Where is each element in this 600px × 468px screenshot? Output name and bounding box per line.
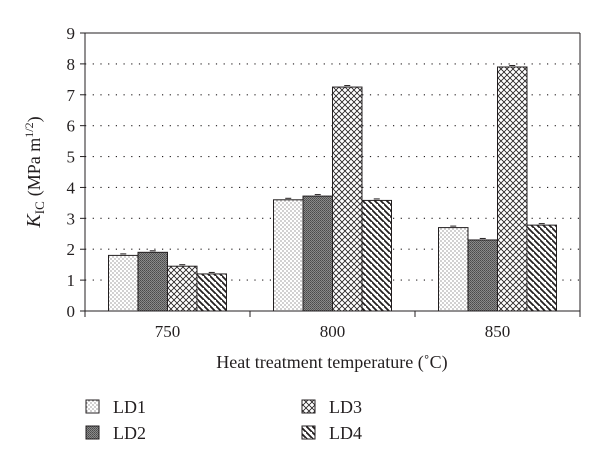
legend-swatch-LD3 — [301, 399, 316, 414]
bar-LD2-750 — [137, 251, 168, 312]
x-axis-title: Heat treatment temperature (˚C) — [216, 352, 447, 373]
bar-LD1-800 — [273, 199, 304, 312]
legend-label-LD4: LD4 — [329, 423, 362, 443]
y-axis-symbol: K — [23, 213, 45, 229]
bar-LD4-750 — [196, 273, 227, 312]
bar-LD4-800 — [361, 199, 392, 312]
legend-label-LD1: LD1 — [113, 397, 146, 417]
y-tick-label: 7 — [67, 86, 76, 105]
y-axis-subscript: IC — [32, 201, 47, 214]
y-tick-label: 2 — [67, 240, 76, 259]
legend-swatch-LD4 — [301, 425, 316, 440]
legend-label-LD2: LD2 — [113, 423, 146, 443]
bars — [108, 64, 557, 312]
y-axis-exponent: 1/2 — [22, 122, 36, 137]
y-tick-label: 0 — [67, 302, 76, 321]
x-ticks: 750 800 850 — [84, 311, 581, 341]
y-axis-title: KIC (MPa m1/2) — [22, 116, 47, 228]
y-axis-close: ) — [24, 116, 45, 122]
bar-LD3-850 — [497, 66, 528, 312]
axes — [84, 32, 581, 312]
bar-LD1-850 — [438, 227, 469, 312]
x-tick-label: 850 — [485, 322, 511, 341]
bar-LD2-800 — [302, 195, 333, 312]
y-tick-label: 8 — [67, 55, 76, 74]
bar-LD1-750 — [108, 254, 139, 312]
y-tick-label: 5 — [67, 148, 76, 167]
bar-LD3-750 — [167, 265, 198, 312]
legend-swatch-LD2 — [85, 425, 100, 440]
bar-LD2-850 — [467, 239, 498, 312]
legend-label-LD3: LD3 — [329, 397, 362, 417]
y-tick-label: 9 — [67, 24, 76, 43]
y-tick-label: 6 — [67, 117, 76, 136]
y-tick-label: 1 — [67, 271, 76, 290]
y-tick-label: 3 — [67, 209, 76, 228]
y-tick-label: 4 — [67, 178, 76, 197]
y-ticks: 0 1 2 3 4 5 6 7 8 9 — [67, 24, 85, 321]
bar-LD4-850 — [526, 224, 557, 312]
legend: LD1 LD2 LD3 LD4 — [85, 397, 362, 443]
x-tick-label: 750 — [155, 322, 181, 341]
x-tick-label: 800 — [320, 322, 346, 341]
bar-LD3-800 — [332, 86, 363, 312]
legend-swatch-LD1 — [85, 399, 100, 414]
y-axis-unit: (MPa m — [24, 138, 45, 197]
